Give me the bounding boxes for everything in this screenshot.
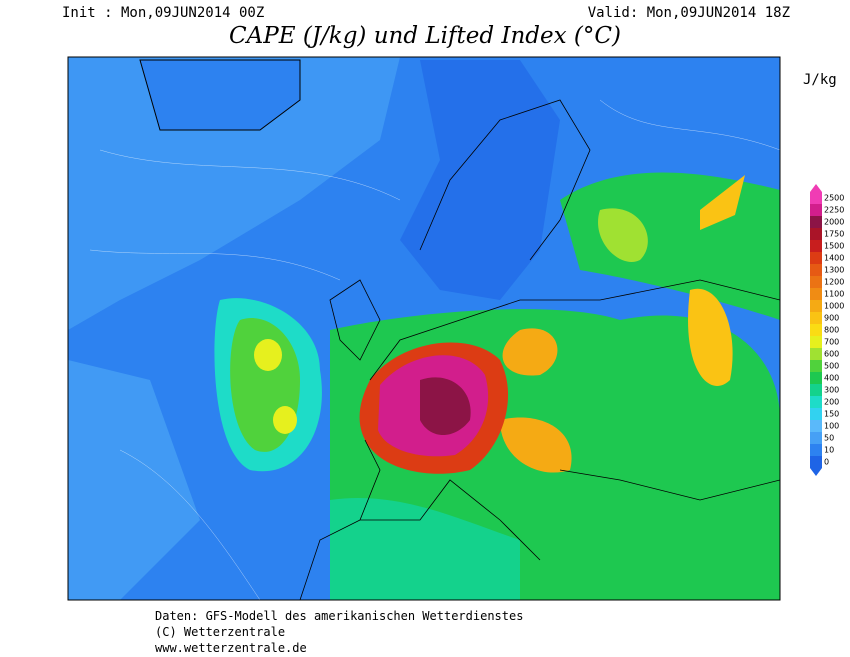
colorbar-label: 400 xyxy=(824,374,839,383)
init-time: Init : Mon,09JUN2014 00Z xyxy=(62,5,264,21)
colorbar-label: 10 xyxy=(824,446,834,455)
colorbar-label: 1500 xyxy=(824,242,844,251)
colorbar-swatch xyxy=(810,264,822,276)
footer-line: (C) Wetterzentrale xyxy=(155,625,285,639)
colorbar-label: 1100 xyxy=(824,290,844,299)
colorbar-label: 2500 xyxy=(824,194,844,203)
colorbar: 0 10 50 100 150 200 300 400 500 600 700 800 900 1000 1… xyxy=(810,184,844,476)
colorbar-swatch xyxy=(810,432,822,444)
valid-time: Valid: Mon,09JUN2014 18Z xyxy=(588,5,790,21)
colorbar-label: 1000 xyxy=(824,302,844,311)
unit-label: J/kg xyxy=(803,72,837,88)
colorbar-label: 1200 xyxy=(824,278,844,287)
colorbar-label: 2000 xyxy=(824,218,844,227)
footer-line: www.wetterzentrale.de xyxy=(155,641,307,655)
colorbar-swatch xyxy=(810,336,822,348)
colorbar-swatch xyxy=(810,184,822,204)
colorbar-swatch xyxy=(810,288,822,300)
colorbar-label: 900 xyxy=(824,314,839,323)
colorbar-label: 150 xyxy=(824,410,839,419)
colorbar-swatch xyxy=(810,384,822,396)
colorbar-swatch xyxy=(810,348,822,360)
colorbar-label: 700 xyxy=(824,338,839,347)
colorbar-label: 1300 xyxy=(824,266,844,275)
colorbar-label: 0 xyxy=(824,458,829,467)
colorbar-label: 1400 xyxy=(824,254,844,263)
colorbar-swatch xyxy=(810,408,822,420)
colorbar-swatch xyxy=(810,240,822,252)
colorbar-swatch xyxy=(810,252,822,264)
colorbar-swatch xyxy=(810,312,822,324)
colorbar-swatch xyxy=(810,204,822,216)
colorbar-swatch xyxy=(810,276,822,288)
colorbar-swatch xyxy=(810,360,822,372)
colorbar-label: 500 xyxy=(824,362,839,371)
colorbar-label: 200 xyxy=(824,398,839,407)
colorbar-swatch xyxy=(810,456,822,476)
colorbar-swatch xyxy=(810,300,822,312)
colorbar-swatch xyxy=(810,420,822,432)
colorbar-swatch xyxy=(810,372,822,384)
colorbar-swatch xyxy=(810,444,822,456)
colorbar-swatch xyxy=(810,396,822,408)
colorbar-label: 1750 xyxy=(824,230,844,239)
footer-line: Daten: GFS-Modell des amerikanischen Wet… xyxy=(155,609,523,623)
colorbar-label: 50 xyxy=(824,434,834,443)
colorbar-label: 600 xyxy=(824,350,839,359)
colorbar-label: 100 xyxy=(824,422,839,431)
colorbar-swatch xyxy=(810,216,822,228)
colorbar-label: 2250 xyxy=(824,206,844,215)
colorbar-label: 800 xyxy=(824,326,839,335)
colorbar-swatch xyxy=(810,228,822,240)
map xyxy=(67,56,781,601)
colorbar-label: 300 xyxy=(824,386,839,395)
colorbar-swatch xyxy=(810,324,822,336)
map-title: CAPE (J/kg) und Lifted Index (°C) xyxy=(229,23,621,49)
